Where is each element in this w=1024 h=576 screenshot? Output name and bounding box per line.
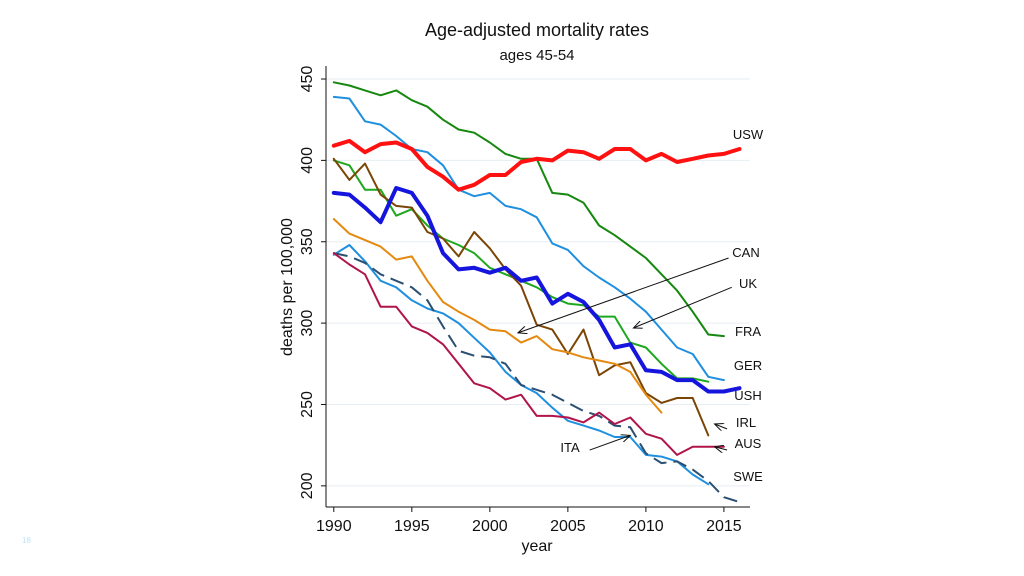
series-line-ush — [331, 186, 742, 394]
x-tick-label: 2005 — [550, 518, 586, 535]
series-label-ger: GER — [734, 358, 762, 373]
series-line-ita — [332, 252, 725, 456]
series-lines — [331, 81, 742, 504]
series-label-can: CAN — [732, 245, 759, 260]
axes: 200 250 300 350 400 450 1990 1995 2000 2005 2010 20… — [299, 66, 750, 535]
chart-title: Age-adjusted mortality rates — [425, 20, 649, 40]
series-label-aus: AUS — [735, 436, 762, 451]
series-line-swe — [333, 252, 740, 504]
annotation-arrow-irl — [715, 424, 728, 429]
series-label-usw: USW — [733, 127, 764, 142]
y-axis-label: deaths per 100,000 — [279, 218, 296, 356]
series-label-fra: FRA — [735, 324, 761, 339]
x-tick-label: 2015 — [706, 518, 742, 535]
annotation-arrow-aus — [715, 447, 728, 450]
y-tick-label: 200 — [299, 472, 316, 499]
series-line-usw — [331, 138, 742, 192]
x-tick-label: 2010 — [628, 518, 664, 535]
x-tick-label: 2000 — [472, 518, 508, 535]
series-label-uk: UK — [739, 276, 757, 291]
series-label-swe: SWE — [733, 469, 763, 484]
series-line-can — [332, 218, 663, 414]
series-label-ush: USH — [734, 388, 761, 403]
annotation-arrow-can — [518, 257, 729, 333]
y-tick-label: 250 — [299, 391, 316, 418]
y-tick-label: 350 — [299, 228, 316, 255]
series-labels: FRA GER USW UK IRL USH CAN AUS SWE ITA — [518, 127, 764, 484]
x-tick-label: 1990 — [316, 518, 352, 535]
annotation-arrow-ita — [589, 435, 631, 451]
series-label-irl: IRL — [736, 415, 756, 430]
x-tick-label: 1995 — [394, 518, 430, 535]
y-tick-label: 300 — [299, 310, 316, 337]
series-line-ger — [332, 95, 725, 382]
chart-subtitle: ages 45-54 — [499, 47, 574, 64]
x-axis-label: year — [521, 538, 553, 555]
slide-number: 18 — [22, 536, 31, 545]
annotation-arrow-uk — [633, 286, 732, 328]
y-tick-label: 400 — [299, 147, 316, 174]
series-label-ita: ITA — [560, 440, 580, 455]
y-tick-label: 450 — [299, 66, 316, 93]
series-line-uk — [332, 159, 710, 383]
